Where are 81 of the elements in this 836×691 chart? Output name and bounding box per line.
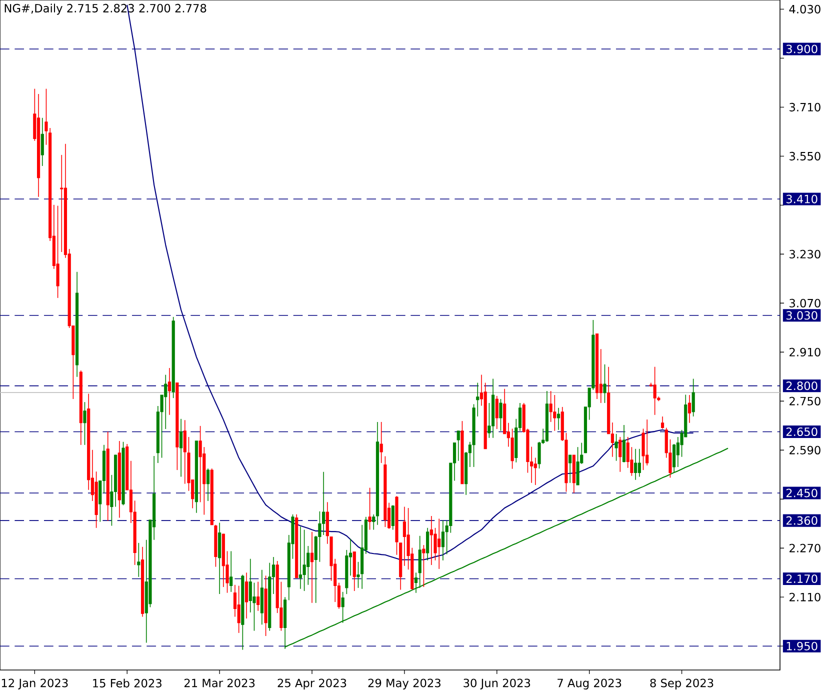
candlestick bbox=[341, 592, 344, 624]
candlestick bbox=[183, 420, 186, 484]
candlestick bbox=[660, 416, 664, 430]
candlestick bbox=[322, 471, 326, 536]
candlestick bbox=[256, 581, 260, 612]
candlestick bbox=[549, 390, 552, 422]
candlestick bbox=[576, 446, 580, 486]
candlestick bbox=[137, 542, 140, 578]
candlestick bbox=[206, 468, 210, 502]
x-tick-label: 25 Apr 2023 bbox=[278, 678, 346, 690]
candlestick bbox=[248, 558, 252, 613]
ref-line-label: 2.800 bbox=[786, 382, 818, 390]
candlestick bbox=[244, 572, 248, 619]
candlestick bbox=[418, 535, 422, 588]
candlestick bbox=[168, 368, 172, 416]
x-tick-label: 7 Aug 2023 bbox=[558, 678, 622, 690]
candlestick bbox=[456, 430, 460, 462]
candlestick bbox=[426, 528, 430, 561]
candlestick bbox=[634, 448, 638, 480]
y-tick-label: 3.230 bbox=[790, 250, 820, 258]
ref-line-label: 2.360 bbox=[786, 516, 818, 525]
candlestick bbox=[56, 205, 60, 298]
candlestick bbox=[638, 448, 641, 478]
ref-line-label: 3.030 bbox=[786, 311, 818, 320]
candlestick bbox=[306, 546, 310, 586]
candlestick bbox=[556, 407, 560, 430]
candlestick bbox=[368, 487, 372, 530]
candlestick bbox=[568, 454, 572, 484]
x-tick-label: 8 Sep 2023 bbox=[650, 678, 714, 690]
x-tick-label: 12 Jan 2023 bbox=[2, 678, 68, 690]
candlestick bbox=[60, 154, 64, 252]
ref-line-label: 2.170 bbox=[786, 574, 818, 584]
candlestick bbox=[692, 378, 695, 417]
y-tick-label: 2.270 bbox=[790, 544, 820, 552]
candlestick bbox=[230, 550, 233, 592]
candlestick bbox=[622, 424, 626, 463]
y-tick-label: 4.030 bbox=[789, 4, 820, 14]
candlestick bbox=[653, 366, 656, 416]
y-tick-label: 3.070 bbox=[790, 298, 820, 308]
y-tick-label: 3.710 bbox=[790, 102, 820, 112]
candlestick bbox=[422, 544, 426, 588]
candlestick bbox=[164, 374, 168, 430]
y-tick-label: 3.550 bbox=[790, 152, 820, 160]
ref-line-label: 1.950 bbox=[786, 642, 818, 650]
candlestick bbox=[534, 457, 537, 486]
candlestick bbox=[618, 436, 622, 472]
candlestick bbox=[302, 529, 306, 592]
x-tick-label: 15 Feb 2023 bbox=[93, 678, 162, 688]
candlestick bbox=[380, 422, 383, 464]
candlestick bbox=[402, 506, 406, 566]
candlestick bbox=[180, 418, 183, 478]
candlestick bbox=[414, 572, 418, 594]
candlestick bbox=[603, 364, 606, 404]
candlestick bbox=[430, 516, 433, 566]
ref-line-label: 3.900 bbox=[786, 44, 818, 54]
ref-line-label: 2.650 bbox=[786, 427, 818, 436]
candlestick bbox=[441, 520, 445, 561]
candlestick bbox=[391, 504, 394, 530]
y-tick-label: 2.110 bbox=[790, 592, 820, 602]
candlestick bbox=[298, 526, 302, 590]
x-tick-label: 30 Jun 2023 bbox=[464, 678, 530, 690]
candlestick bbox=[688, 394, 692, 424]
y-tick-label: 2.910 bbox=[790, 348, 820, 356]
candlestick bbox=[499, 398, 502, 432]
ref-line-label: 3.410 bbox=[786, 194, 818, 204]
candlestick bbox=[40, 117, 44, 166]
candlestick bbox=[676, 436, 680, 468]
candlestick bbox=[495, 396, 498, 430]
candlestick bbox=[646, 419, 649, 466]
candlestick bbox=[614, 433, 618, 462]
candlestick bbox=[310, 531, 314, 604]
x-tick-label: 21 Mar 2023 bbox=[184, 678, 255, 688]
candlestick bbox=[372, 514, 376, 530]
ref-line-label: 2.450 bbox=[786, 488, 818, 498]
candlestick bbox=[83, 402, 86, 446]
y-tick-label: 2.750 bbox=[790, 396, 820, 406]
candlestick bbox=[237, 585, 240, 634]
y-tick-label: 2.590 bbox=[790, 446, 820, 454]
candlestick bbox=[553, 394, 556, 432]
x-tick-label: 29 May 2023 bbox=[368, 678, 440, 690]
candlestick bbox=[438, 518, 441, 570]
